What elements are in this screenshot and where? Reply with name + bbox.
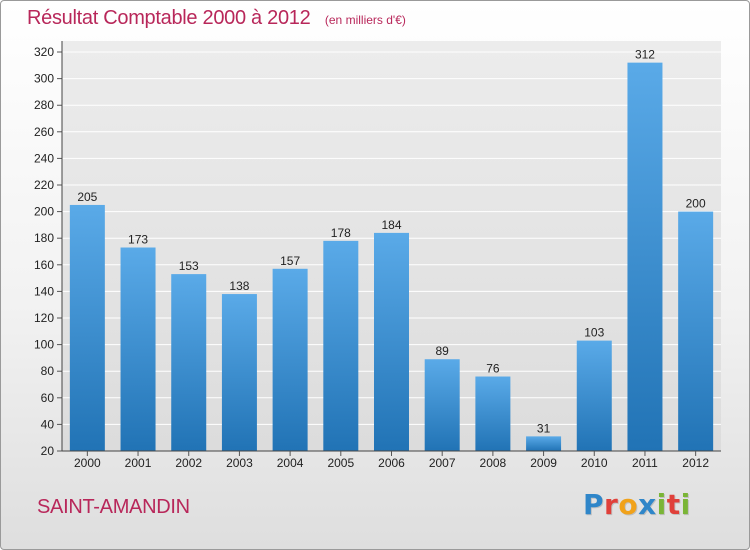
logo-letter: i	[656, 488, 667, 521]
y-tick-label: 60	[41, 391, 55, 405]
x-tick-label: 2009	[530, 456, 557, 470]
bar-2002	[171, 274, 207, 451]
bar-2001	[120, 247, 156, 451]
y-tick-label: 120	[34, 311, 54, 325]
commune-name: SAINT-AMANDIN	[37, 496, 190, 518]
data-label: 173	[128, 233, 148, 247]
y-tick-label: 160	[34, 258, 54, 272]
bar-2006	[374, 232, 409, 451]
logo-letter: P	[583, 488, 605, 521]
x-tick-label: 2000	[74, 456, 101, 470]
y-tick-label: 200	[34, 205, 54, 219]
bar-2009	[526, 436, 562, 451]
bar-2010	[576, 340, 612, 451]
y-tick-label: 100	[34, 338, 54, 352]
logo-letter: r	[604, 488, 619, 521]
y-tick-label: 40	[41, 417, 55, 431]
x-tick-label: 2006	[378, 456, 405, 470]
x-tick-label: 2005	[327, 456, 354, 470]
chart-title: Résultat Comptable 2000 à 2012	[27, 7, 311, 29]
x-tick-label: 2007	[429, 456, 456, 470]
chart-subtitle: (en milliers d'€)	[324, 13, 406, 27]
bar-2011	[627, 62, 663, 451]
y-tick-label: 280	[34, 98, 54, 112]
y-tick-label: 320	[34, 45, 54, 59]
x-tick-label: 2004	[277, 456, 304, 470]
data-label: 153	[179, 259, 199, 273]
data-label: 157	[280, 254, 300, 268]
bar-2005	[323, 240, 359, 451]
x-tick-label: 2003	[226, 456, 253, 470]
title-line: Résultat Comptable 2000 à 2012 (en milli…	[27, 7, 406, 30]
data-label: 31	[537, 421, 551, 435]
data-label: 76	[486, 362, 500, 376]
data-label: 89	[436, 344, 450, 358]
proxiti-logo: Proxiti	[583, 488, 691, 521]
x-tick-label: 2012	[682, 456, 709, 470]
y-tick-label: 180	[34, 231, 54, 245]
data-label: 312	[635, 48, 655, 62]
logo-letter: t	[666, 488, 681, 521]
y-tick-label: 260	[34, 125, 54, 139]
x-tick-label: 2011	[632, 456, 658, 470]
x-tick-label: 2010	[581, 456, 608, 470]
data-label: 138	[229, 279, 249, 293]
y-tick-label: 220	[34, 178, 54, 192]
x-tick-label: 2001	[125, 456, 152, 470]
y-tick-label: 240	[34, 151, 54, 165]
bar-2007	[424, 359, 460, 451]
data-label: 184	[381, 218, 401, 232]
y-tick-label: 80	[41, 364, 55, 378]
logo-letter: i	[680, 488, 691, 521]
bar-2008	[475, 376, 511, 451]
y-tick-label: 300	[34, 72, 54, 86]
data-label: 178	[331, 226, 351, 240]
y-tick-label: 20	[41, 444, 55, 458]
logo-letter: x	[638, 488, 657, 521]
x-tick-label: 2008	[480, 456, 507, 470]
data-label: 200	[686, 197, 706, 211]
bar-2003	[221, 294, 257, 451]
data-label: 103	[584, 326, 604, 340]
logo-letter: o	[618, 488, 639, 521]
data-label: 205	[77, 190, 97, 204]
x-tick-label: 2002	[175, 456, 202, 470]
bar-2004	[272, 268, 308, 451]
bar-2012	[678, 211, 714, 451]
y-tick-label: 140	[34, 284, 54, 298]
bar-2000	[69, 204, 105, 451]
